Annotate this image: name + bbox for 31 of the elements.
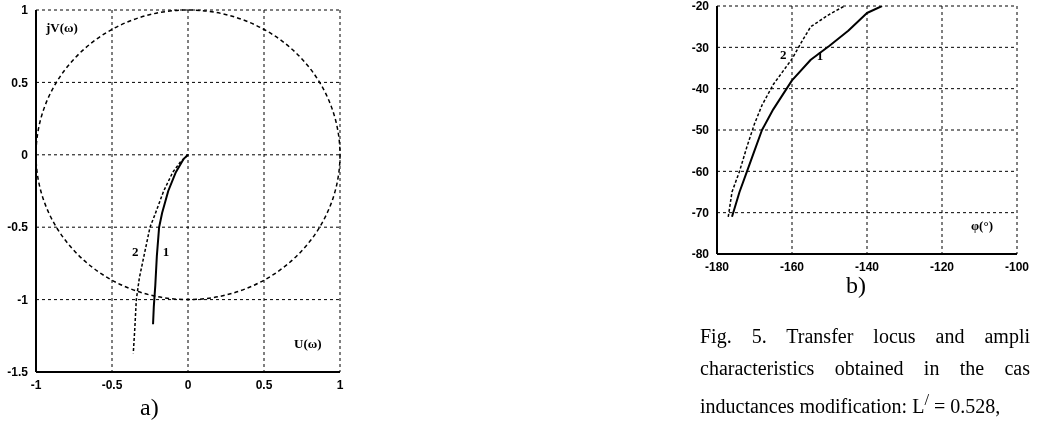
y-tick-label: -1 [17, 292, 29, 307]
x-tick-label: -140 [854, 259, 880, 274]
x-tick-label: -100 [1004, 259, 1030, 274]
y-tick-label: -20 [691, 0, 710, 14]
y-tick-label: 0.5 [11, 75, 29, 90]
x-tick-label: -160 [779, 259, 805, 274]
text: b) [846, 272, 866, 299]
y-tick-label: -0.5 [7, 220, 29, 235]
y-tick-label: -50 [691, 123, 710, 138]
y-axis-title: jV(ω) [46, 20, 78, 36]
y-tick-label: -1.5 [7, 365, 29, 380]
y-tick-label: 1 [21, 3, 29, 18]
x-axis-title: φ(°) [971, 218, 993, 234]
x-tick-label: 0.5 [255, 377, 273, 392]
y-tick-label: 0 [21, 148, 29, 163]
y-tick-label: -70 [691, 205, 710, 220]
y-tick-label: -80 [691, 247, 710, 262]
caption: Fig. 5. Transfer locus and ampli characteristics obtained in the cas inductances modification: L$^{/}$ = 0.528, [700, 324, 1030, 419]
text: a) [140, 394, 159, 421]
y-tick-label: -40 [691, 81, 710, 96]
x-tick-label: -120 [929, 259, 955, 274]
x-axis-title: U(ω) [294, 336, 322, 352]
x-tick-label: -180 [704, 259, 730, 274]
x-tick-label: -0.5 [101, 377, 123, 392]
x-tick-label: 0 [184, 377, 192, 392]
series-label: 1 [162, 244, 170, 260]
y-tick-label: -30 [691, 40, 710, 55]
y-tick-label: -60 [691, 164, 710, 179]
x-tick-label: 1 [336, 377, 344, 392]
series-label: 2 [131, 244, 139, 260]
series-label: 2 [780, 46, 787, 62]
